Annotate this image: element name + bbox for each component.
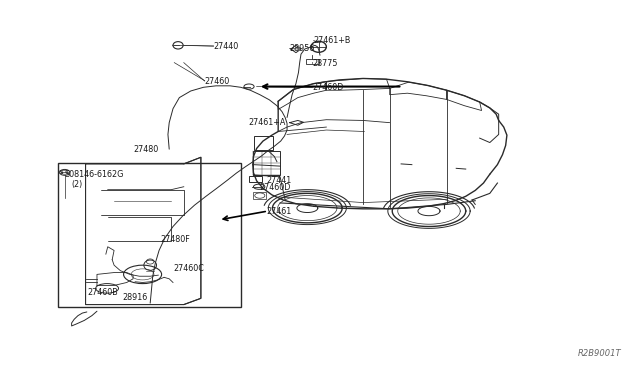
Bar xyxy=(306,58,319,64)
Text: 28956: 28956 xyxy=(289,44,315,53)
Text: S: S xyxy=(58,170,63,174)
Text: 27441: 27441 xyxy=(266,176,291,185)
Bar xyxy=(253,192,266,199)
Text: 27460D: 27460D xyxy=(312,83,344,92)
Text: 28775: 28775 xyxy=(312,59,338,68)
Text: 27461+B: 27461+B xyxy=(314,36,351,45)
Text: (2): (2) xyxy=(72,180,83,189)
Text: 27440: 27440 xyxy=(214,42,239,51)
Text: 27460: 27460 xyxy=(205,77,230,86)
Text: 27461: 27461 xyxy=(266,207,291,216)
Text: R2B9001T: R2B9001T xyxy=(577,349,621,358)
Bar xyxy=(254,136,273,150)
Text: S08146-6162G: S08146-6162G xyxy=(64,170,124,179)
Bar xyxy=(253,151,280,175)
Text: 27460B: 27460B xyxy=(88,288,118,296)
Text: 27480: 27480 xyxy=(133,145,158,154)
Text: 28916: 28916 xyxy=(122,293,148,302)
Text: 27460D: 27460D xyxy=(260,183,291,192)
Bar xyxy=(58,163,241,307)
Text: 27461+A: 27461+A xyxy=(248,118,286,127)
Bar xyxy=(249,176,262,182)
Text: 27460C: 27460C xyxy=(173,264,204,273)
Text: 27480F: 27480F xyxy=(161,235,190,244)
